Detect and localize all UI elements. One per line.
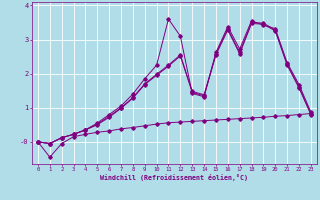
X-axis label: Windchill (Refroidissement éolien,°C): Windchill (Refroidissement éolien,°C) [100,174,248,181]
